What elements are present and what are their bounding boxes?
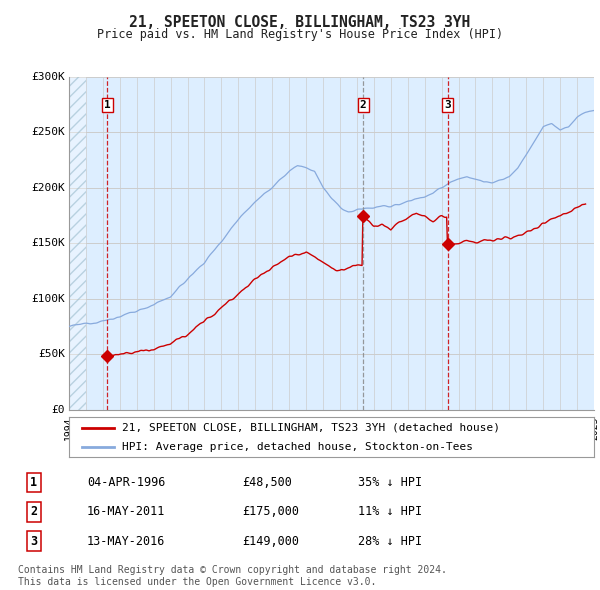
Text: £0: £0: [52, 405, 65, 415]
Text: 16-MAY-2011: 16-MAY-2011: [87, 505, 165, 519]
Text: £300K: £300K: [31, 72, 65, 81]
Text: 2: 2: [31, 505, 37, 519]
Text: £175,000: £175,000: [242, 505, 299, 519]
Text: 1: 1: [104, 100, 111, 110]
Text: 1: 1: [31, 476, 37, 489]
Text: £250K: £250K: [31, 127, 65, 137]
Text: £200K: £200K: [31, 183, 65, 193]
Text: HPI: Average price, detached house, Stockton-on-Tees: HPI: Average price, detached house, Stoc…: [121, 442, 473, 452]
Text: 21, SPEETON CLOSE, BILLINGHAM, TS23 3YH: 21, SPEETON CLOSE, BILLINGHAM, TS23 3YH: [130, 15, 470, 30]
Text: £50K: £50K: [38, 349, 65, 359]
Bar: [69, 77, 86, 410]
Text: £149,000: £149,000: [242, 535, 299, 548]
Text: 3: 3: [31, 535, 37, 548]
Text: 04-APR-1996: 04-APR-1996: [87, 476, 165, 489]
Text: £150K: £150K: [31, 238, 65, 248]
Text: 11% ↓ HPI: 11% ↓ HPI: [358, 505, 422, 519]
Text: £48,500: £48,500: [242, 476, 292, 489]
Bar: [69, 77, 86, 410]
Text: 28% ↓ HPI: 28% ↓ HPI: [358, 535, 422, 548]
Text: £100K: £100K: [31, 294, 65, 304]
Text: 35% ↓ HPI: 35% ↓ HPI: [358, 476, 422, 489]
Text: 3: 3: [445, 100, 451, 110]
Text: Price paid vs. HM Land Registry's House Price Index (HPI): Price paid vs. HM Land Registry's House …: [97, 28, 503, 41]
Text: Contains HM Land Registry data © Crown copyright and database right 2024.
This d: Contains HM Land Registry data © Crown c…: [18, 565, 447, 587]
Text: 21, SPEETON CLOSE, BILLINGHAM, TS23 3YH (detached house): 21, SPEETON CLOSE, BILLINGHAM, TS23 3YH …: [121, 423, 499, 433]
Text: 13-MAY-2016: 13-MAY-2016: [87, 535, 165, 548]
Text: 2: 2: [360, 100, 367, 110]
